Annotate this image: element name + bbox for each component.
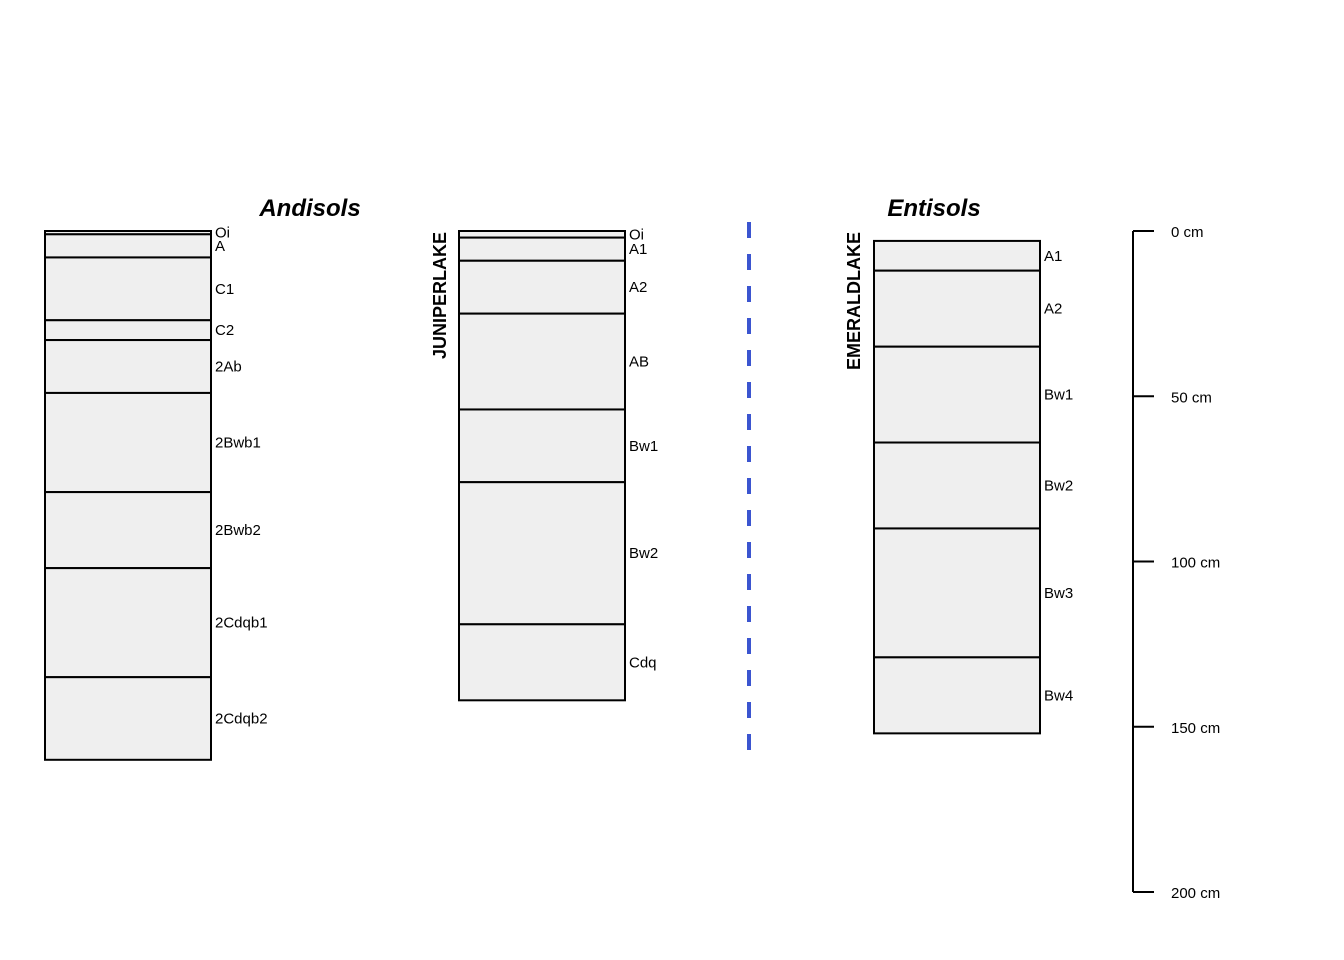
horizon-a1: [873, 239, 1041, 272]
horizon-label-bw4: Bw4: [1044, 687, 1073, 704]
horizon-label-c2: C2: [215, 322, 234, 339]
horizon-bw1: [458, 408, 626, 484]
horizon-a1: [458, 236, 626, 262]
group-title-andisols: Andisols: [258, 195, 360, 222]
horizon-a: [44, 233, 212, 259]
horizon-2cdqb2: [44, 676, 212, 761]
horizon-label-bw1: Bw1: [629, 438, 658, 455]
horizon-label-a2: A2: [629, 279, 647, 296]
depth-scale: 0 cm 50 cm 100 cm 150 cm 200 cm: [1132, 224, 1220, 902]
horizon-a2: [458, 259, 626, 315]
horizon-label-2cdqb2: 2Cdqb2: [215, 710, 268, 727]
horizon-label-2bwb1: 2Bwb1: [215, 435, 261, 452]
horizon-label-bw2: Bw2: [629, 545, 658, 562]
horizon-bw4: [873, 656, 1041, 735]
horizon-2cdqb1: [44, 567, 212, 679]
horizon-label-2cdqb1: 2Cdqb1: [215, 615, 268, 632]
horizon-2ab: [44, 339, 212, 394]
horizon-label-c1: C1: [215, 281, 234, 298]
horizon-label-oi: Oi: [629, 226, 644, 243]
depth-scale-label: 0 cm: [1171, 224, 1204, 241]
horizon-label-a2: A2: [1044, 301, 1062, 318]
profile-id-emeraldlake: EMERALDLAKE: [844, 232, 864, 370]
soil-profile-column-emeraldlake: A1 A2 Bw1 Bw2 Bw3 Bw4: [873, 239, 1073, 735]
depth-scale-label: 150 cm: [1171, 720, 1220, 737]
horizon-ab: [458, 312, 626, 411]
horizon-label-cdq: Cdq: [629, 654, 657, 671]
horizon-bw1: [873, 345, 1041, 444]
horizon-label-a1: A1: [629, 241, 647, 258]
horizon-c2: [44, 319, 212, 342]
horizon-bw3: [873, 527, 1041, 659]
horizon-a2: [873, 269, 1041, 348]
horizon-label-oi: Oi: [215, 225, 230, 242]
horizon-2bwb2: [44, 491, 212, 570]
horizon-label-a: A: [215, 238, 225, 255]
horizon-c1: [44, 256, 212, 322]
horizon-label-2bwb2: 2Bwb2: [215, 522, 261, 539]
horizon-label-2ab: 2Ab: [215, 359, 242, 376]
horizon-label-bw3: Bw3: [1044, 585, 1073, 602]
horizon-bw2: [873, 441, 1041, 530]
soil-profile-column: OiA C1 C2 2Ab 2Bwb1 2Bwb2 2Cdqb1 2Cdqb2: [44, 225, 268, 761]
group-title-entisols: Entisols: [887, 195, 980, 222]
profile-id-juniperlake: JUNIPERLAKE: [430, 232, 450, 359]
depth-scale-label: 100 cm: [1171, 555, 1220, 572]
horizon-bw2: [458, 481, 626, 626]
horizon-label-ab: AB: [629, 354, 649, 371]
horizon-cdq: [458, 623, 626, 702]
depth-scale-label: 50 cm: [1171, 389, 1212, 406]
horizon-label-a1: A1: [1044, 248, 1062, 265]
depth-scale-label: 200 cm: [1171, 885, 1220, 902]
horizon-label-bw2: Bw2: [1044, 477, 1073, 494]
horizon-2bwb1: [44, 391, 212, 494]
horizon-label-bw1: Bw1: [1044, 387, 1073, 404]
